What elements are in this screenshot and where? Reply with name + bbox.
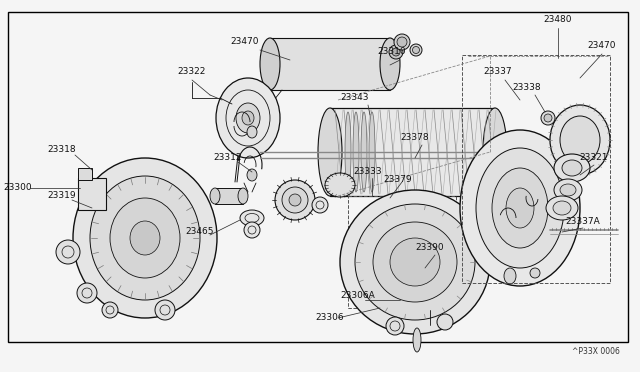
Text: 23312: 23312 <box>214 154 243 163</box>
Ellipse shape <box>506 188 534 228</box>
Ellipse shape <box>361 112 367 192</box>
Text: 23378: 23378 <box>401 134 429 142</box>
Ellipse shape <box>390 238 440 286</box>
Text: 23318: 23318 <box>48 145 76 154</box>
Text: 23465: 23465 <box>186 228 214 237</box>
Ellipse shape <box>345 112 351 192</box>
Ellipse shape <box>282 187 308 213</box>
Ellipse shape <box>102 302 118 318</box>
Ellipse shape <box>236 103 260 133</box>
Ellipse shape <box>379 243 391 261</box>
Bar <box>78 178 106 210</box>
Ellipse shape <box>476 148 564 268</box>
Bar <box>462 55 610 283</box>
Ellipse shape <box>483 108 507 196</box>
Ellipse shape <box>247 126 257 138</box>
Ellipse shape <box>460 130 580 286</box>
Text: 23337: 23337 <box>484 67 512 77</box>
Bar <box>270 38 390 90</box>
Ellipse shape <box>216 78 280 158</box>
Ellipse shape <box>389 45 403 59</box>
Ellipse shape <box>369 112 375 192</box>
Ellipse shape <box>340 190 490 334</box>
Ellipse shape <box>130 221 160 255</box>
Ellipse shape <box>77 283 97 303</box>
Ellipse shape <box>364 230 380 246</box>
Text: 23337A: 23337A <box>566 218 600 227</box>
Text: 23333: 23333 <box>354 167 382 176</box>
Ellipse shape <box>504 268 516 284</box>
Ellipse shape <box>355 204 475 320</box>
Text: 23306A: 23306A <box>340 292 376 301</box>
Bar <box>78 168 92 180</box>
Text: 23321: 23321 <box>580 154 608 163</box>
Text: ^P33X 0006: ^P33X 0006 <box>572 347 620 356</box>
Ellipse shape <box>110 198 180 278</box>
Ellipse shape <box>240 210 264 226</box>
Text: 23470: 23470 <box>231 38 259 46</box>
Bar <box>330 108 495 196</box>
Text: 23306: 23306 <box>316 314 344 323</box>
Text: 23319: 23319 <box>48 192 76 201</box>
Bar <box>215 188 243 204</box>
Ellipse shape <box>394 34 410 50</box>
Text: 23310: 23310 <box>378 48 406 57</box>
Ellipse shape <box>325 173 355 197</box>
Ellipse shape <box>373 222 457 302</box>
Ellipse shape <box>56 240 80 264</box>
Ellipse shape <box>554 154 590 182</box>
Ellipse shape <box>397 37 407 47</box>
Ellipse shape <box>247 169 257 181</box>
Ellipse shape <box>289 194 301 206</box>
Text: 23390: 23390 <box>416 244 444 253</box>
Text: 23480: 23480 <box>544 16 572 25</box>
Text: 23300: 23300 <box>4 183 32 192</box>
Text: 23470: 23470 <box>588 42 616 51</box>
Ellipse shape <box>541 111 555 125</box>
Ellipse shape <box>210 188 220 204</box>
Ellipse shape <box>242 111 254 125</box>
Text: 23379: 23379 <box>384 176 412 185</box>
Ellipse shape <box>560 184 576 196</box>
Ellipse shape <box>380 38 400 90</box>
Ellipse shape <box>437 314 453 330</box>
Ellipse shape <box>550 105 610 175</box>
Ellipse shape <box>238 188 248 204</box>
Ellipse shape <box>560 116 600 164</box>
Text: 23322: 23322 <box>178 67 206 77</box>
Ellipse shape <box>398 247 408 261</box>
Ellipse shape <box>492 168 548 248</box>
Ellipse shape <box>73 158 217 318</box>
Bar <box>8 12 628 342</box>
Ellipse shape <box>244 222 260 238</box>
Ellipse shape <box>530 268 540 278</box>
Ellipse shape <box>546 196 578 220</box>
Ellipse shape <box>312 197 328 213</box>
Ellipse shape <box>544 114 552 122</box>
Ellipse shape <box>386 317 404 335</box>
Ellipse shape <box>410 44 422 56</box>
Ellipse shape <box>353 112 359 192</box>
Ellipse shape <box>413 328 421 352</box>
Ellipse shape <box>260 38 280 90</box>
Ellipse shape <box>155 300 175 320</box>
Ellipse shape <box>562 160 582 176</box>
Ellipse shape <box>413 46 419 54</box>
Ellipse shape <box>90 176 200 300</box>
Text: 23343: 23343 <box>340 93 369 103</box>
Ellipse shape <box>358 224 386 252</box>
Bar <box>348 196 456 308</box>
Ellipse shape <box>392 48 400 56</box>
Text: 23338: 23338 <box>513 83 541 93</box>
Ellipse shape <box>275 180 315 220</box>
Ellipse shape <box>553 201 571 215</box>
Ellipse shape <box>318 108 342 196</box>
Ellipse shape <box>554 179 582 201</box>
